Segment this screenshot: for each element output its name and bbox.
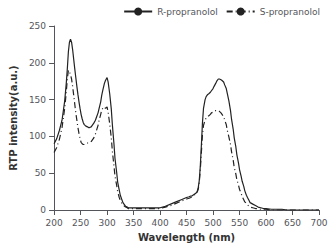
svg-text:650: 650 <box>284 218 301 228</box>
svg-text:250: 250 <box>29 21 46 31</box>
svg-text:R-propranolol: R-propranolol <box>157 7 218 17</box>
svg-text:150: 150 <box>29 95 46 105</box>
svg-text:350: 350 <box>125 218 142 228</box>
svg-text:200: 200 <box>45 218 62 228</box>
svg-text:RTP intensity(a.u.): RTP intensity(a.u.) <box>8 65 19 170</box>
svg-text:600: 600 <box>257 218 274 228</box>
svg-text:200: 200 <box>29 58 46 68</box>
svg-text:400: 400 <box>151 218 168 228</box>
svg-text:0: 0 <box>40 205 46 215</box>
svg-text:550: 550 <box>231 218 248 228</box>
svg-text:100: 100 <box>29 131 46 141</box>
svg-text:Wavelength (nm): Wavelength (nm) <box>138 232 235 243</box>
svg-text:450: 450 <box>178 218 195 228</box>
svg-text:50: 50 <box>35 168 47 178</box>
svg-text:S-propranolol: S-propranolol <box>260 7 320 17</box>
svg-text:250: 250 <box>72 218 89 228</box>
svg-text:500: 500 <box>204 218 221 228</box>
svg-text:700: 700 <box>310 218 327 228</box>
svg-text:300: 300 <box>98 218 115 228</box>
